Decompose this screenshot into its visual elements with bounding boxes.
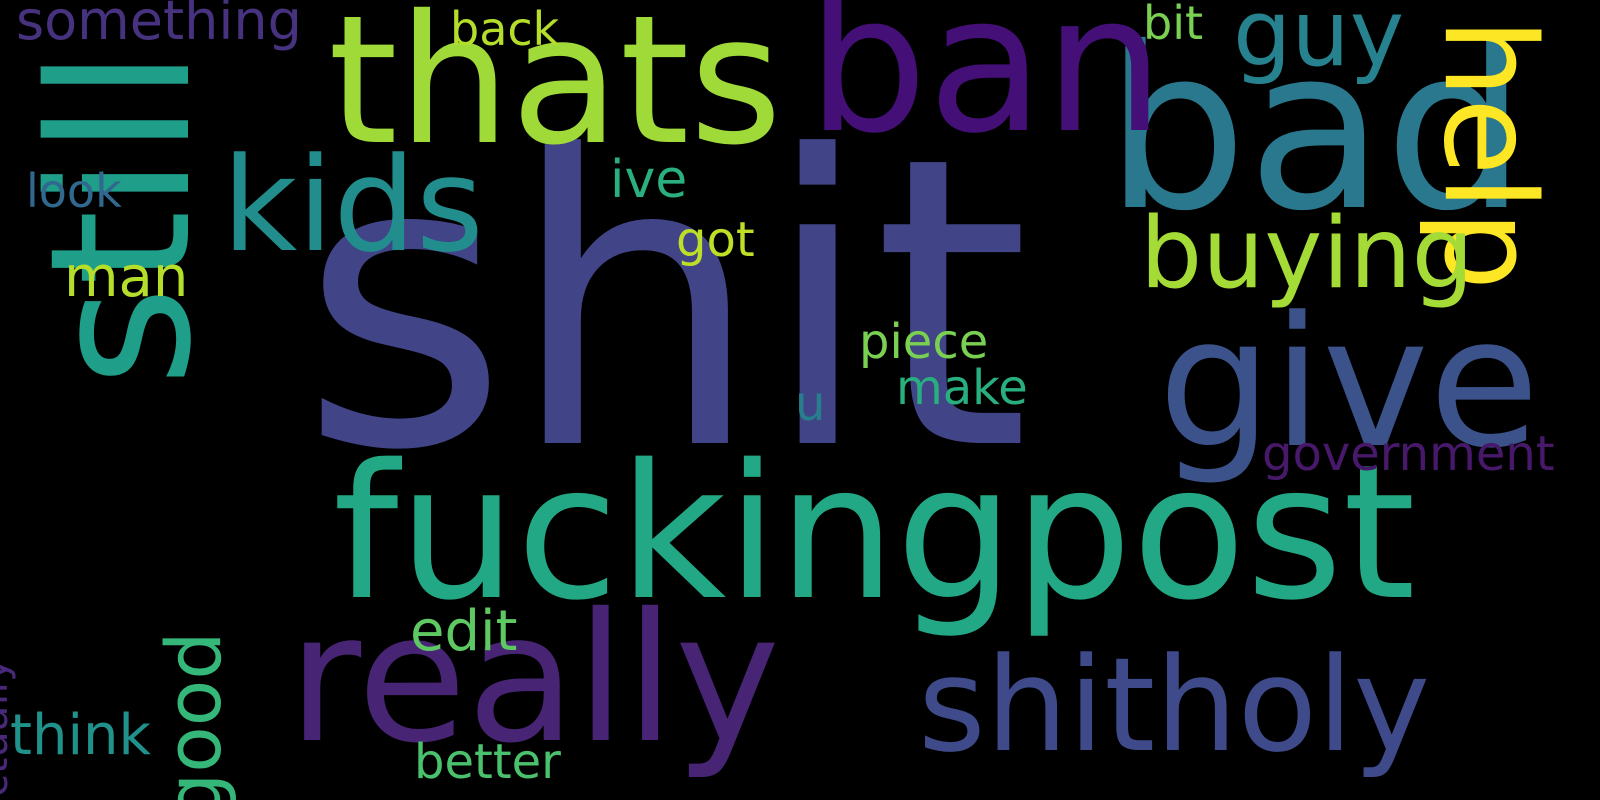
word-kids: kids — [222, 140, 484, 270]
word-actually: actually — [14, 657, 180, 699]
word-guy: guy — [1233, 0, 1404, 80]
word-bit: bit — [1143, 0, 1203, 46]
word-ive: ive — [610, 154, 687, 206]
word-back: back — [450, 6, 559, 52]
word-something: something — [16, 0, 302, 48]
word-think: think — [10, 708, 151, 764]
word-ban: ban — [807, 0, 1164, 160]
word-government: government — [1262, 430, 1555, 478]
word-edit: edit — [410, 604, 518, 660]
word-got: got — [676, 216, 755, 264]
word-good: good — [232, 632, 421, 708]
word-make: make — [896, 364, 1028, 412]
word-buying: buying — [1140, 205, 1474, 303]
word-piece: piece — [859, 318, 988, 366]
word-look: look — [26, 168, 122, 214]
word-shitholy: shitholy — [918, 640, 1430, 770]
word-man: man — [64, 250, 188, 306]
word-better: better — [414, 738, 561, 786]
word-help: help — [1552, 18, 1600, 144]
word-u: u — [795, 380, 825, 428]
